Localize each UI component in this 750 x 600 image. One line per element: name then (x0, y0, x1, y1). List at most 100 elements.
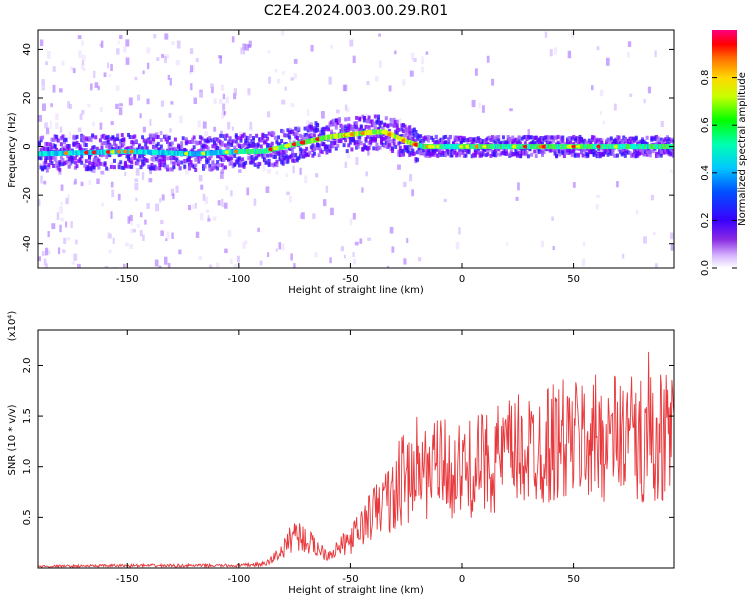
spectrogram-cell (580, 138, 584, 143)
spectrogram-cell (314, 121, 318, 126)
spectrogram-cell (431, 148, 435, 153)
spectrogram-cell (622, 150, 626, 155)
spectrogram-cell (595, 204, 599, 210)
spectrogram-cell (472, 144, 476, 150)
spectrogram-cell (162, 159, 166, 164)
spectrogram-cell (284, 86, 287, 91)
spectrogram-cell (45, 61, 49, 66)
spectrogram-cell (542, 137, 546, 142)
spectrogram-cell (197, 151, 201, 157)
spectrogram-cell (334, 125, 338, 130)
spectrogram-cell (373, 125, 377, 130)
spectrogram-cell (486, 55, 490, 63)
spectrogram-cell (633, 148, 637, 153)
spectrogram-cell (505, 144, 509, 150)
spectrogram-cell (328, 76, 332, 85)
spectrogram-cell (653, 137, 657, 142)
spectrogram-cell (203, 164, 207, 169)
spectrogram-cell (108, 249, 112, 254)
spectrogram-cell (189, 162, 193, 167)
spectrogram-cell (103, 72, 107, 78)
spectrogram-cell (403, 258, 407, 265)
spectrogram-cell (420, 150, 424, 155)
spectrogram-cell (131, 140, 135, 145)
spectrogram-cell (215, 262, 220, 268)
spectrogram-cell (584, 152, 588, 157)
spectrogram-cell (589, 150, 593, 155)
spectrogram-cell (269, 153, 273, 158)
spectrogram-cell (509, 144, 513, 150)
spectrogram-cell (408, 174, 413, 182)
spectrogram-cell (380, 137, 384, 142)
spectrogram-cell (188, 70, 192, 75)
spectrogram-cell (492, 138, 496, 143)
spectrogram-cell (417, 142, 421, 148)
spectrogram-cell (358, 116, 362, 121)
spectrogram-cell (494, 144, 498, 150)
spectrogram-cell (330, 144, 334, 149)
spectrogram-cell (230, 143, 234, 148)
figure-title: C2E4.2024.003.00.29.R01 (264, 3, 448, 19)
spectrogram-cell (172, 150, 176, 156)
spectrogram-cell (664, 147, 668, 152)
spectrogram-cell (283, 156, 287, 161)
spectrogram-cell (605, 139, 609, 144)
spectrogram-cell (564, 144, 568, 150)
spectrogram-cell (409, 70, 414, 77)
spectrogram-cell (244, 240, 248, 244)
spectrogram-cell (376, 114, 380, 119)
x-tick-label: -100 (227, 574, 250, 585)
spectrogram-cell (102, 162, 106, 167)
spectrogram-cell (481, 152, 485, 157)
spectrogram-cell (110, 181, 114, 188)
spectrogram-cell (411, 152, 415, 157)
spectrogram-cell (384, 140, 388, 145)
spectrogram-cell (455, 153, 459, 158)
spectrogram-cell (645, 144, 649, 150)
spectrogram-cell (44, 122, 48, 129)
spectrogram-cell (451, 144, 455, 150)
spectrogram-cell (139, 212, 143, 218)
spectrogram-cell (200, 154, 204, 159)
spectrogram-cell (592, 144, 596, 150)
spectrogram-cell (323, 144, 327, 149)
spectrogram-cell (58, 160, 62, 165)
spectrogram-cell (270, 141, 274, 146)
spectrogram-cell (544, 31, 548, 38)
spectrogram-cell (634, 135, 638, 140)
spectrogram-cell (292, 154, 296, 159)
spectrogram-cell (634, 149, 638, 154)
spectrogram-cell (199, 212, 204, 221)
spectrogram-cell (522, 135, 526, 140)
spectrogram-cell (102, 149, 106, 155)
spectrogram-cell (156, 149, 160, 155)
spectrogram-cell (414, 157, 418, 162)
spectrogram-cell (614, 137, 618, 142)
spectrogram-cell (47, 163, 51, 168)
spectrogram-cell (195, 231, 200, 238)
spectrogram-cell (281, 161, 285, 166)
spectrogram-cell (642, 148, 646, 153)
spectrogram-cell (558, 152, 562, 157)
spectrogram-cell (220, 169, 225, 174)
spectrogram-cell (422, 138, 426, 143)
spectrogram-cell (267, 163, 271, 168)
spectrogram-cell (295, 135, 299, 140)
spectrogram-cell (570, 150, 574, 155)
spectrogram-cell (580, 150, 584, 155)
spectrogram-cell (305, 120, 310, 128)
spectrogram-cell (445, 144, 449, 150)
spectrogram-cell (378, 33, 381, 37)
spectrogram-cell (305, 152, 309, 157)
spectrogram-cell (387, 134, 391, 139)
spectrogram-cell (505, 147, 509, 152)
spectrogram-cell (547, 144, 551, 150)
spectrogram-cell (533, 135, 537, 140)
spectrogram-cell (319, 147, 323, 152)
spectrogram-cell (575, 137, 579, 142)
spectrogram-cell (364, 145, 368, 150)
spectrogram-cell (358, 131, 362, 137)
spectrogram-cell (323, 135, 327, 141)
spectrogram-cell (375, 134, 379, 139)
spectrogram-cell (320, 139, 324, 144)
